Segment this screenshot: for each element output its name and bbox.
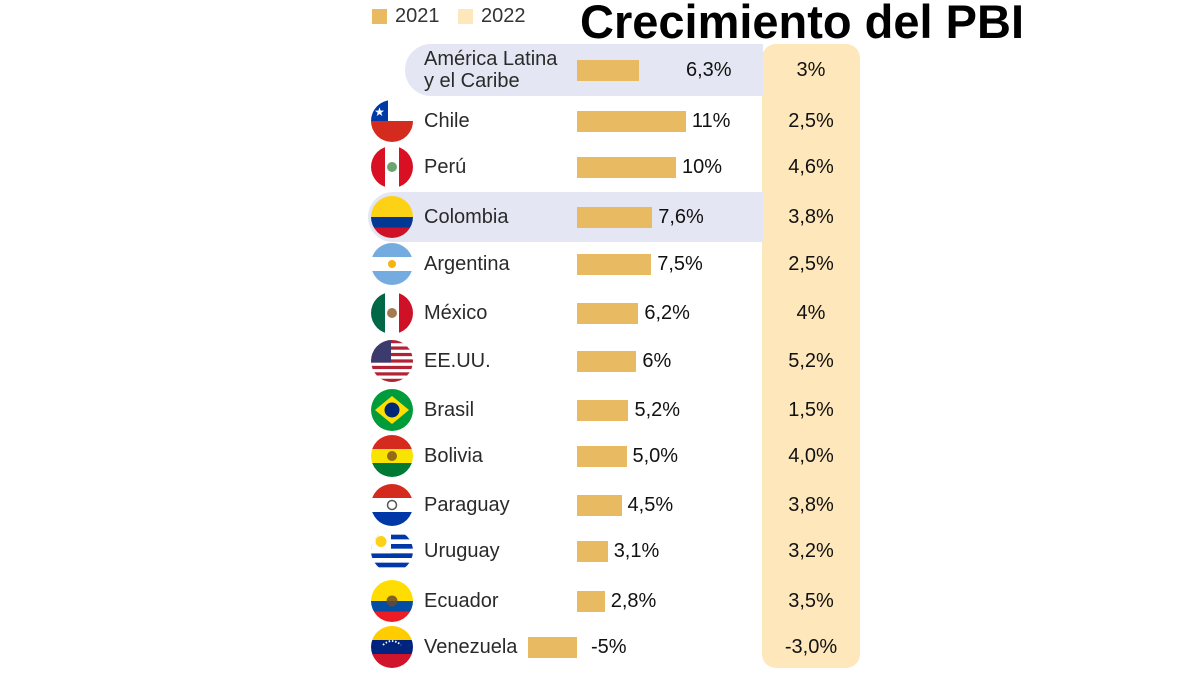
value-label-2022: -3,0% [784, 636, 838, 658]
legend-swatch-2022 [458, 9, 473, 24]
value-label-2021: 6,3% [686, 59, 732, 81]
category-label: Brasil [424, 399, 475, 421]
bar-2021 [577, 157, 676, 178]
legend-label-2021: 2021 [395, 5, 440, 27]
category-label: Paraguay [424, 494, 510, 516]
svg-text:★: ★ [374, 105, 385, 119]
chile-flag-icon: ★ [371, 100, 413, 142]
category-label: Argentina [424, 253, 510, 275]
value-label-2021: 7,5% [657, 253, 703, 275]
legend-item-2021: 2021 [372, 5, 440, 28]
value-label-2022: 2,5% [788, 110, 834, 132]
category-label: EE.UU. [424, 350, 491, 372]
category-label: Venezuela [424, 636, 518, 658]
bar-2021 [527, 637, 577, 658]
value-label-2021: 6% [642, 350, 672, 372]
bar-2021 [577, 207, 653, 228]
legend-item-2022: 2022 [458, 5, 526, 28]
bar-2021 [577, 60, 640, 81]
category-label: Colombia [424, 206, 509, 228]
value-label-2022: 5,2% [788, 350, 834, 372]
legend-label-2022: 2022 [481, 5, 526, 27]
bar-2021 [577, 541, 608, 562]
value-label-2022: 4% [796, 302, 826, 324]
category-label: México [424, 302, 488, 324]
value-label-2022: 3,2% [788, 540, 834, 562]
uruguay-flag-icon [371, 530, 413, 572]
colombia-flag-icon [371, 196, 413, 238]
value-label-2021: 2,8% [610, 590, 657, 612]
value-label-2021: 10% [682, 156, 723, 178]
bar-2021 [577, 495, 622, 516]
legend-swatch-2021 [372, 9, 387, 24]
category-label: Bolivia [424, 445, 483, 467]
usa-flag-icon [371, 340, 413, 382]
value-label-2022: 4,0% [788, 445, 834, 467]
brazil-flag-icon [371, 389, 413, 431]
bar-2021 [577, 111, 686, 132]
venezuela-flag-icon [371, 626, 413, 668]
bar-2021 [577, 254, 652, 275]
category-label: Perú [424, 156, 467, 178]
value-label-2022: 3% [796, 59, 826, 81]
value-label-2021: 4,5% [627, 494, 674, 516]
peru-flag-icon [371, 146, 413, 188]
bar-2021 [577, 400, 629, 421]
ecuador-flag-icon [371, 580, 413, 622]
highlight-colombia [368, 192, 763, 242]
value-label-2021: 6,2% [644, 302, 690, 324]
category-label: Uruguay [424, 540, 500, 562]
argentina-flag-icon [371, 243, 413, 285]
category-label: Ecuador [424, 590, 499, 612]
value-label-2021: 7,6% [658, 206, 704, 228]
value-label-2021: 5,2% [634, 399, 681, 421]
value-label-2022: 1,5% [788, 399, 834, 421]
value-label-2022: 3,5% [788, 590, 834, 612]
mexico-flag-icon [371, 292, 413, 334]
value-label-2022: 2,5% [788, 253, 834, 275]
bar-2021 [577, 303, 639, 324]
category-label: Chile [424, 110, 470, 132]
value-label-2021: -5% [591, 636, 627, 658]
column-2022-background [762, 44, 860, 668]
bar-2021 [577, 351, 637, 372]
value-label-2022: 4,6% [788, 156, 834, 178]
bar-2021 [577, 446, 627, 467]
value-label-2021: 3,1% [613, 540, 660, 562]
value-label-2021: 11% [691, 110, 731, 132]
bar-2021 [577, 591, 605, 612]
value-label-2022: 3,8% [788, 494, 834, 516]
value-label-2021: 5,0% [632, 445, 679, 467]
chart-title: Crecimiento del PBI [580, 0, 1024, 48]
paraguay-flag-icon [371, 484, 413, 526]
value-label-2022: 3,8% [788, 206, 834, 228]
category-label: América Latina y el Caribe [424, 48, 558, 92]
bolivia-flag-icon [371, 435, 413, 477]
